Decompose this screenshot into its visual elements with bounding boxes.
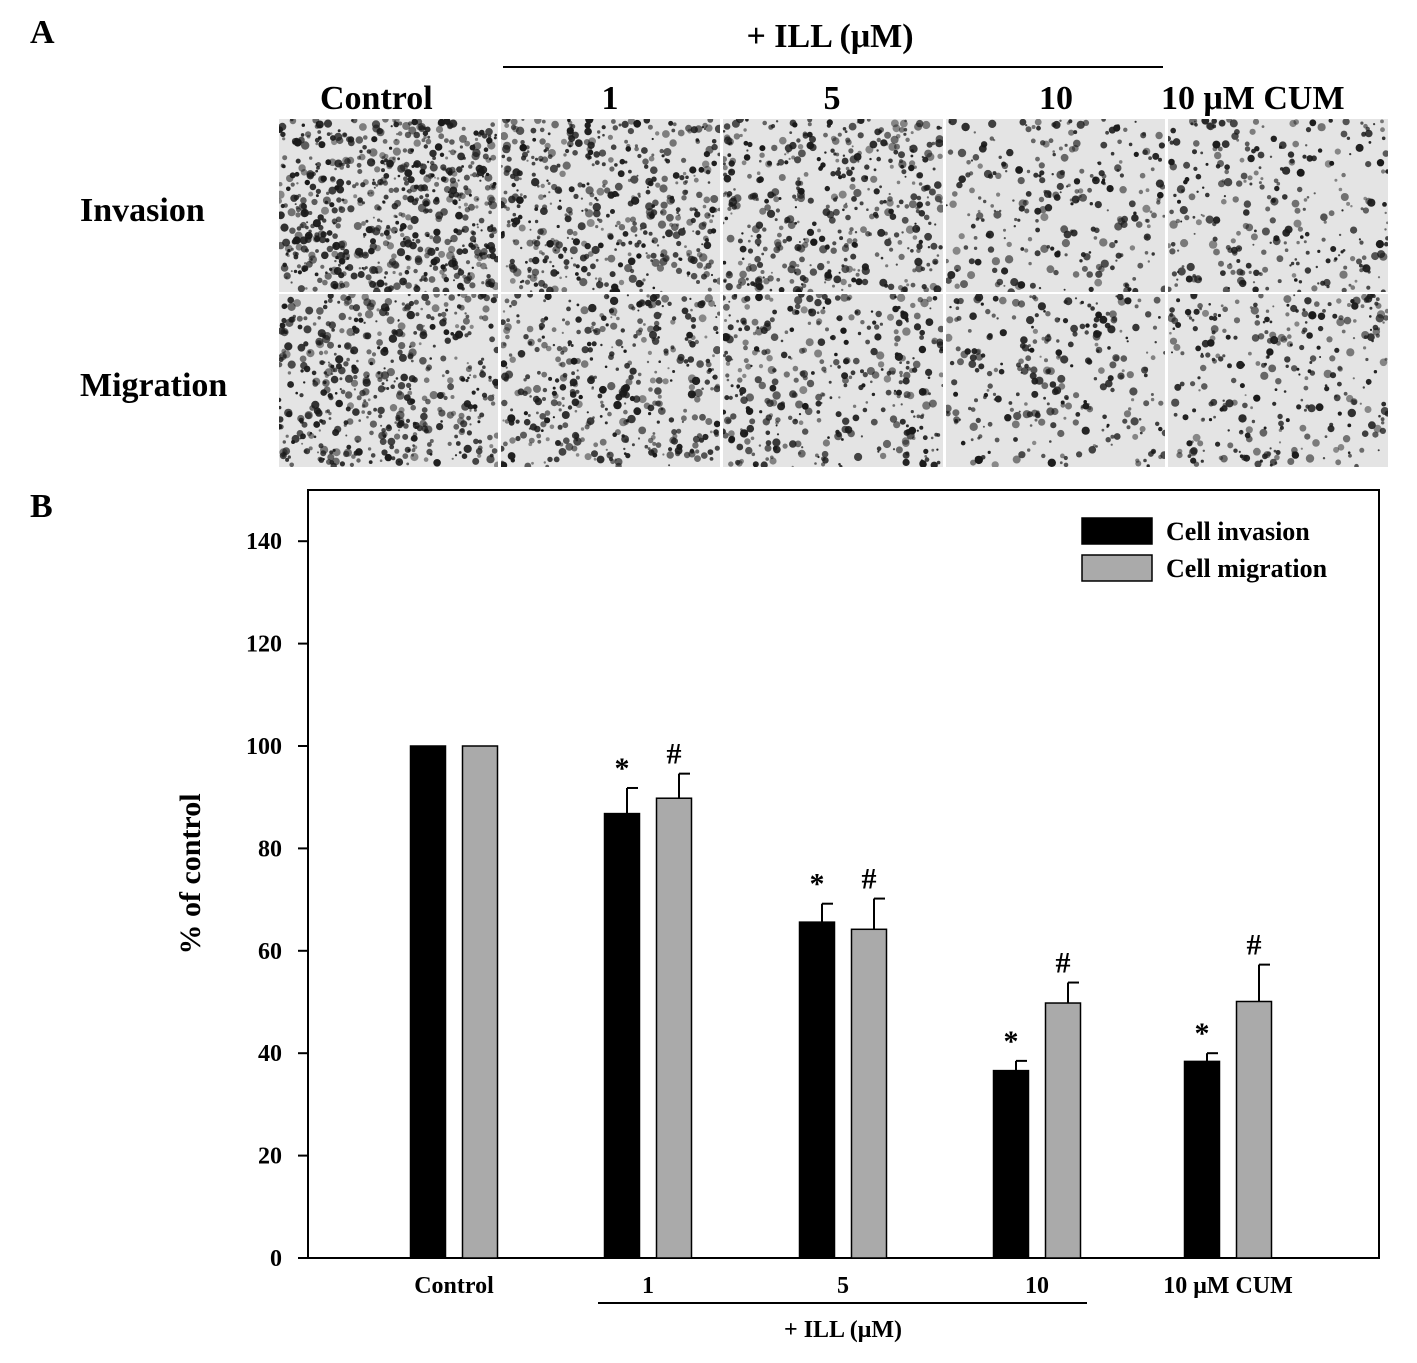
column-header-1: 1	[601, 80, 619, 117]
bar-cell-invasion-1	[409, 745, 447, 1259]
column-header-10: 10	[1039, 80, 1073, 117]
panel-b-letter: B	[30, 488, 53, 525]
bar-cell-invasion-3	[798, 921, 836, 1259]
column-header-cum: 10 μM CUM	[1161, 80, 1345, 117]
y-tick-label-20: 20	[258, 1144, 282, 1170]
y-tick-label-80: 80	[258, 836, 282, 862]
bars: * * * * # # # #	[409, 738, 1273, 1259]
panel-a-letter: A	[30, 14, 55, 51]
treatment-group-label: + ILL (μM)	[746, 18, 914, 55]
significance-marker-1-4: *	[1004, 1025, 1019, 1058]
column-header-5: 5	[823, 80, 841, 117]
significance-marker-2-5: #	[1247, 929, 1262, 962]
significance-marker-1-5: *	[1195, 1017, 1210, 1050]
row-label-invasion: Invasion	[80, 192, 205, 229]
y-tick-label-100: 100	[246, 734, 282, 760]
y-axis: 0 20 40 60 80 100 120 140	[246, 529, 308, 1272]
micrograph-migration-5	[1168, 294, 1388, 467]
legend-swatch-1	[1081, 517, 1153, 545]
significance-marker-2-2: #	[667, 738, 682, 771]
legend-swatch-2	[1081, 554, 1153, 582]
legend: Cell invasion Cell migration	[1081, 517, 1328, 583]
significance-marker-2-3: #	[862, 863, 877, 896]
micrograph-migration-4	[946, 294, 1165, 467]
micrograph-migration-1	[279, 294, 498, 467]
plot-frame	[307, 489, 1380, 1259]
significance-marker-2-4: #	[1056, 947, 1071, 980]
y-axis-title: % of control	[174, 793, 207, 954]
bar-cell-migration-3	[850, 928, 888, 1259]
micrograph-invasion-3	[723, 119, 943, 292]
group-label: + ILL (μM)	[784, 1317, 902, 1343]
x-tick-label-4: 10	[1025, 1273, 1049, 1299]
micrograph-migration-2	[501, 294, 720, 467]
micrograph-invasion-2	[501, 119, 720, 292]
column-header-control: Control	[320, 80, 433, 117]
y-tick-label-0: 0	[270, 1246, 282, 1272]
bar-cell-invasion-5	[1183, 1060, 1221, 1259]
x-tick-label-3: 5	[837, 1273, 849, 1299]
treatment-group-line	[503, 66, 1163, 68]
row-label-migration: Migration	[80, 367, 228, 404]
y-tick-label-60: 60	[258, 939, 282, 965]
micrograph-migration-3	[723, 294, 943, 467]
bar-cell-migration-5	[1235, 1000, 1273, 1259]
bar-cell-migration-2	[655, 797, 693, 1259]
bar-cell-invasion-2	[603, 812, 641, 1259]
significance-marker-1-3: *	[810, 868, 825, 901]
x-tick-label-1: Control	[414, 1273, 494, 1299]
y-tick-label-120: 120	[246, 632, 282, 658]
legend-label-2: Cell migration	[1166, 554, 1328, 583]
micrograph-invasion-1	[279, 119, 498, 292]
y-tick-label-40: 40	[258, 1041, 282, 1067]
legend-label-1: Cell invasion	[1166, 517, 1310, 546]
bar-cell-invasion-4	[992, 1069, 1030, 1259]
micrograph-invasion-4	[946, 119, 1165, 292]
micrograph-invasion-5	[1168, 119, 1388, 292]
x-axis: Control 1 5 10 10 μM CUM	[414, 1273, 1293, 1299]
bar-cell-migration-1	[461, 745, 499, 1259]
y-tick-label-140: 140	[246, 529, 282, 555]
x-tick-label-2: 1	[642, 1273, 654, 1299]
x-tick-label-5: 10 μM CUM	[1163, 1273, 1293, 1299]
significance-marker-1-2: *	[615, 752, 630, 785]
bar-cell-migration-4	[1044, 1002, 1082, 1259]
